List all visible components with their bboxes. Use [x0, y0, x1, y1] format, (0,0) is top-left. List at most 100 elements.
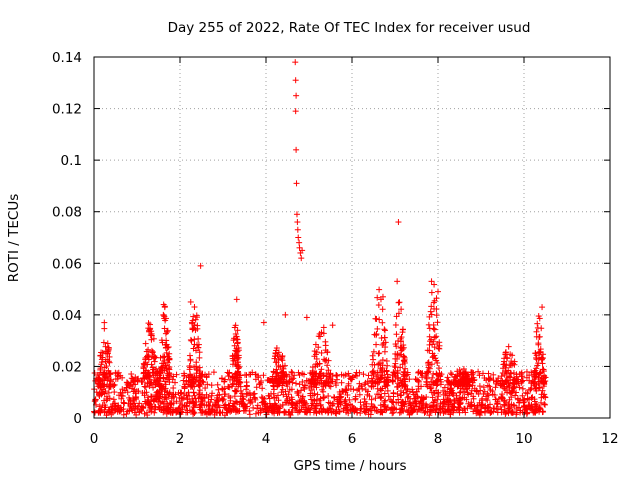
x-tick-label: 0	[90, 431, 99, 447]
data-point	[272, 350, 279, 357]
data-point	[132, 374, 139, 381]
data-point	[157, 380, 164, 387]
data-point	[191, 374, 198, 381]
data-point	[487, 375, 494, 382]
data-point	[464, 380, 471, 387]
data-point	[316, 360, 323, 367]
data-point	[348, 376, 355, 383]
data-point	[121, 399, 128, 406]
data-point	[176, 394, 183, 401]
data-point	[148, 330, 155, 337]
data-point	[139, 389, 146, 396]
data-point	[367, 405, 374, 412]
data-point	[490, 371, 497, 378]
data-point	[107, 383, 114, 390]
x-tick-labels: 0 2 4 6 8 10 12	[90, 431, 619, 447]
data-point	[317, 402, 324, 409]
data-point	[225, 370, 232, 377]
data-point	[190, 389, 197, 396]
data-point	[525, 401, 532, 408]
data-point	[200, 394, 207, 401]
data-point	[127, 402, 134, 409]
data-point	[101, 402, 108, 409]
data-point	[105, 389, 112, 396]
data-point	[482, 402, 489, 409]
data-point	[145, 325, 152, 332]
data-point	[498, 394, 505, 401]
data-point	[242, 403, 249, 410]
data-point	[98, 361, 105, 368]
data-point	[246, 371, 253, 378]
data-point	[360, 371, 367, 378]
data-point	[220, 396, 227, 403]
data-point	[194, 325, 201, 332]
data-point	[156, 395, 163, 402]
data-point	[327, 383, 334, 390]
data-point	[204, 381, 211, 388]
data-point	[503, 354, 510, 361]
data-point	[539, 375, 546, 382]
data-point	[379, 408, 386, 415]
data-point	[345, 370, 352, 377]
data-point	[134, 377, 141, 384]
data-point	[492, 384, 499, 391]
data-point	[107, 371, 114, 378]
data-point	[506, 404, 513, 411]
data-point	[486, 383, 493, 390]
data-point	[424, 408, 431, 415]
data-point	[375, 379, 382, 386]
data-point	[390, 377, 397, 384]
data-point	[461, 368, 468, 375]
data-point	[485, 392, 492, 399]
data-point	[168, 400, 175, 407]
data-point	[286, 386, 293, 393]
data-point	[97, 352, 104, 359]
data-point	[414, 409, 421, 416]
data-point	[308, 396, 315, 403]
data-point	[202, 385, 209, 392]
data-point	[387, 396, 394, 403]
data-point	[425, 321, 432, 328]
data-point	[389, 410, 396, 417]
data-point	[327, 370, 334, 377]
data-point	[530, 379, 537, 386]
data-point	[128, 371, 135, 378]
data-point	[184, 407, 191, 414]
data-point	[339, 388, 346, 395]
data-point	[399, 326, 406, 333]
data-point	[541, 401, 548, 408]
data-point	[449, 390, 456, 397]
data-point	[391, 372, 398, 379]
data-point	[231, 393, 238, 400]
data-point	[266, 395, 273, 402]
data-point	[374, 325, 381, 332]
data-point	[431, 344, 438, 351]
data-point	[293, 380, 300, 387]
data-point	[415, 378, 422, 385]
data-point	[522, 406, 529, 413]
data-point	[175, 405, 182, 412]
data-point	[517, 409, 524, 416]
data-point	[196, 370, 203, 377]
data-point	[325, 393, 332, 400]
data-point	[407, 395, 414, 402]
data-point	[286, 373, 293, 380]
data-point	[312, 405, 319, 412]
data-point	[187, 336, 194, 343]
data-point	[91, 369, 98, 376]
data-point	[491, 405, 498, 412]
data-point	[468, 390, 475, 397]
data-point	[534, 320, 541, 327]
y-axis-label: ROTI / TECUs	[6, 194, 22, 282]
data-point	[478, 404, 485, 411]
data-point	[384, 387, 391, 394]
data-point	[500, 361, 507, 368]
data-point	[107, 378, 114, 385]
data-point	[253, 384, 260, 391]
y-tick-label: 0.06	[52, 256, 82, 272]
data-point	[243, 372, 250, 379]
data-point	[433, 403, 440, 410]
data-point	[307, 407, 314, 414]
data-point	[210, 369, 217, 376]
data-point	[512, 392, 519, 399]
